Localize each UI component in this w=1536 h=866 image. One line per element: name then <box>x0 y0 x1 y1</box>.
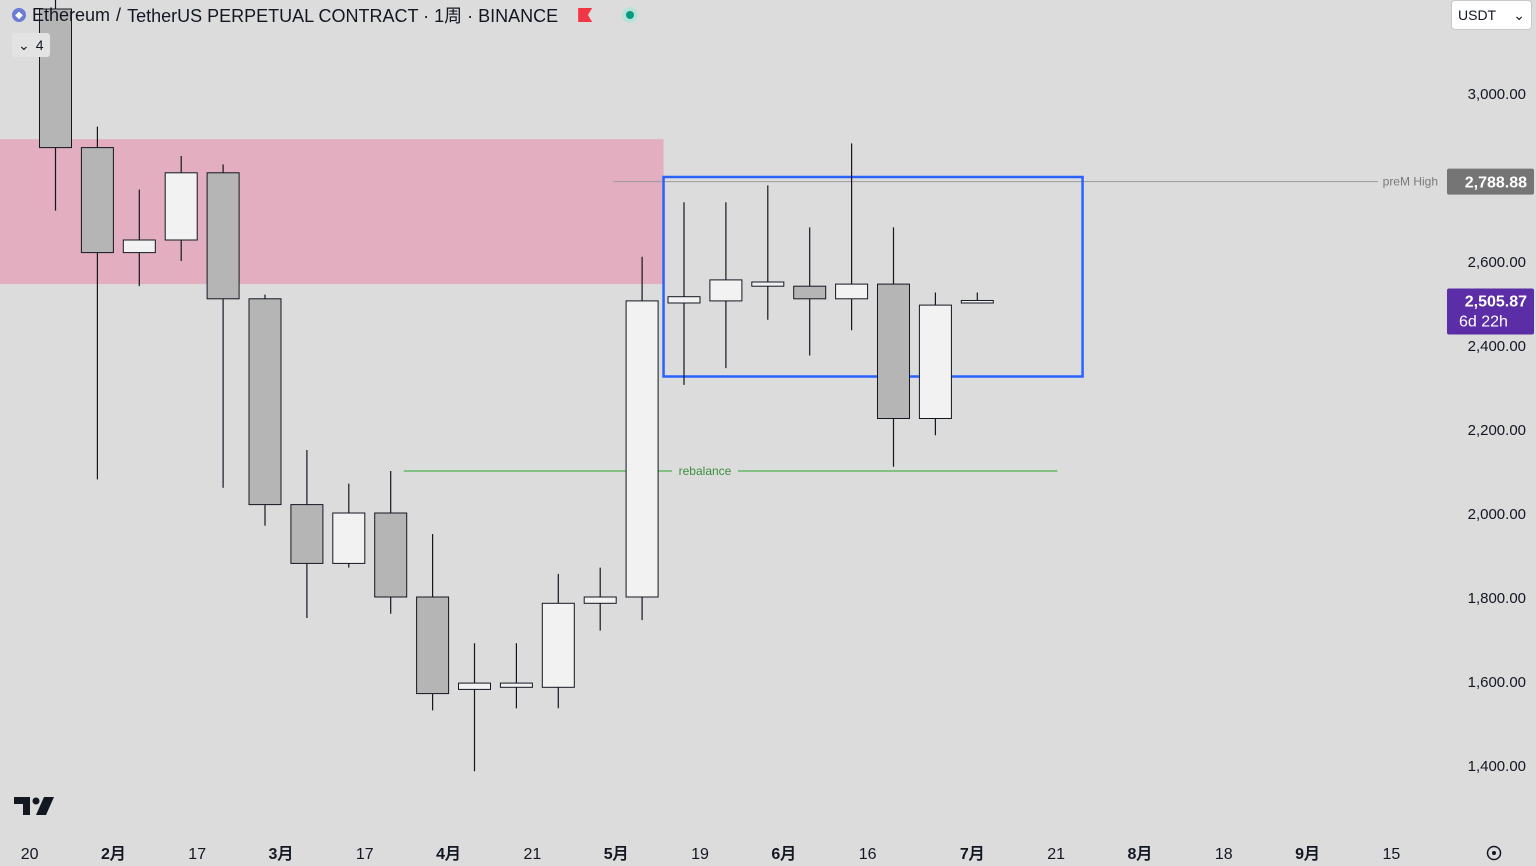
tradingview-logo[interactable] <box>14 795 56 817</box>
x-tick-label: 21 <box>524 846 542 863</box>
symbol-separator: / <box>116 4 122 25</box>
rebalance-label: rebalance <box>679 464 732 478</box>
range-box <box>662 175 1084 378</box>
y-tick-label: 2,000.00 <box>1468 506 1526 523</box>
y-tick-label: 1,400.00 <box>1468 758 1526 775</box>
x-tick-label: 20 <box>21 846 39 863</box>
candle-body <box>877 283 910 419</box>
candle-body <box>541 602 575 688</box>
x-tick-label: 6月 <box>771 845 796 863</box>
prem-high-value: 2,788.88 <box>1465 175 1527 192</box>
indicator-count: 4 <box>35 37 44 53</box>
candle-body <box>625 300 659 598</box>
x-tick-label: 16 <box>859 846 877 863</box>
x-tick-label: 3月 <box>269 845 294 863</box>
candle-body <box>709 279 743 302</box>
x-tick-label: 17 <box>356 846 374 863</box>
y-tick-label: 2,400.00 <box>1468 338 1526 355</box>
candle-body <box>290 504 324 564</box>
candle-body <box>206 172 240 300</box>
ethereum-icon: ◆ <box>12 8 26 22</box>
candle-body <box>248 298 282 506</box>
candle-body <box>416 596 450 695</box>
candle-body <box>164 172 198 241</box>
candle-body <box>751 281 785 287</box>
x-tick-label: 17 <box>188 846 206 863</box>
y-tick-label: 1,800.00 <box>1468 590 1526 607</box>
x-tick-label: 7月 <box>960 845 985 863</box>
candle-body <box>667 296 701 304</box>
chart-header: ◆ Ethereum / TetherUS PERPETUAL CONTRACT… <box>12 3 639 27</box>
x-tick-label: 15 <box>1382 846 1400 863</box>
gear-icon-center <box>1492 851 1496 855</box>
candle-body <box>960 299 994 304</box>
x-tick-label: 4月 <box>436 845 461 863</box>
red-flag-icon[interactable] <box>578 8 593 22</box>
x-tick-label: 18 <box>1215 846 1233 863</box>
symbol-name[interactable]: Ethereum <box>32 4 111 25</box>
candle-countdown: 6d 22h <box>1459 314 1508 331</box>
x-tick-label: 2月 <box>101 845 126 863</box>
y-tick-label: 2,600.00 <box>1468 254 1526 271</box>
candle-body <box>39 8 72 149</box>
candle-body <box>80 147 114 254</box>
currency-select[interactable]: USDT ⌄ <box>1451 0 1532 30</box>
indicators-toggle[interactable]: ⌄ 4 <box>12 33 50 57</box>
x-tick-label: 9月 <box>1295 845 1320 863</box>
y-tick-label: 2,200.00 <box>1468 422 1526 439</box>
current-price-badge <box>1447 288 1534 335</box>
chevron-down-icon: ⌄ <box>1513 6 1525 23</box>
candle-body <box>458 682 491 690</box>
chevron-down-icon: ⌄ <box>18 36 30 53</box>
candle-body <box>122 239 156 254</box>
x-tick-label: 8月 <box>1127 845 1152 863</box>
candle-body <box>499 682 533 688</box>
x-tick-label: 5月 <box>604 845 629 863</box>
candle-body <box>835 283 869 300</box>
market-status-icon[interactable] <box>622 7 639 23</box>
candle-body <box>374 512 408 598</box>
candle-body <box>332 512 366 564</box>
candle-body <box>583 596 617 604</box>
candle-body <box>793 285 827 300</box>
chart-title[interactable]: TetherUS PERPETUAL CONTRACT · 1周 · BINAN… <box>127 6 559 26</box>
prem-high-badge <box>1447 168 1534 195</box>
y-tick-label: 3,000.00 <box>1468 86 1526 103</box>
gear-icon <box>1486 845 1502 861</box>
x-tick-label: 19 <box>691 846 709 863</box>
currency-value: USDT <box>1458 7 1497 23</box>
candle-body <box>918 304 952 420</box>
y-tick-label: 1,600.00 <box>1468 674 1526 691</box>
prem-high-label: preM High <box>1383 175 1438 189</box>
x-tick-label: 21 <box>1047 846 1065 863</box>
current-price-value: 2,505.87 <box>1465 294 1527 311</box>
